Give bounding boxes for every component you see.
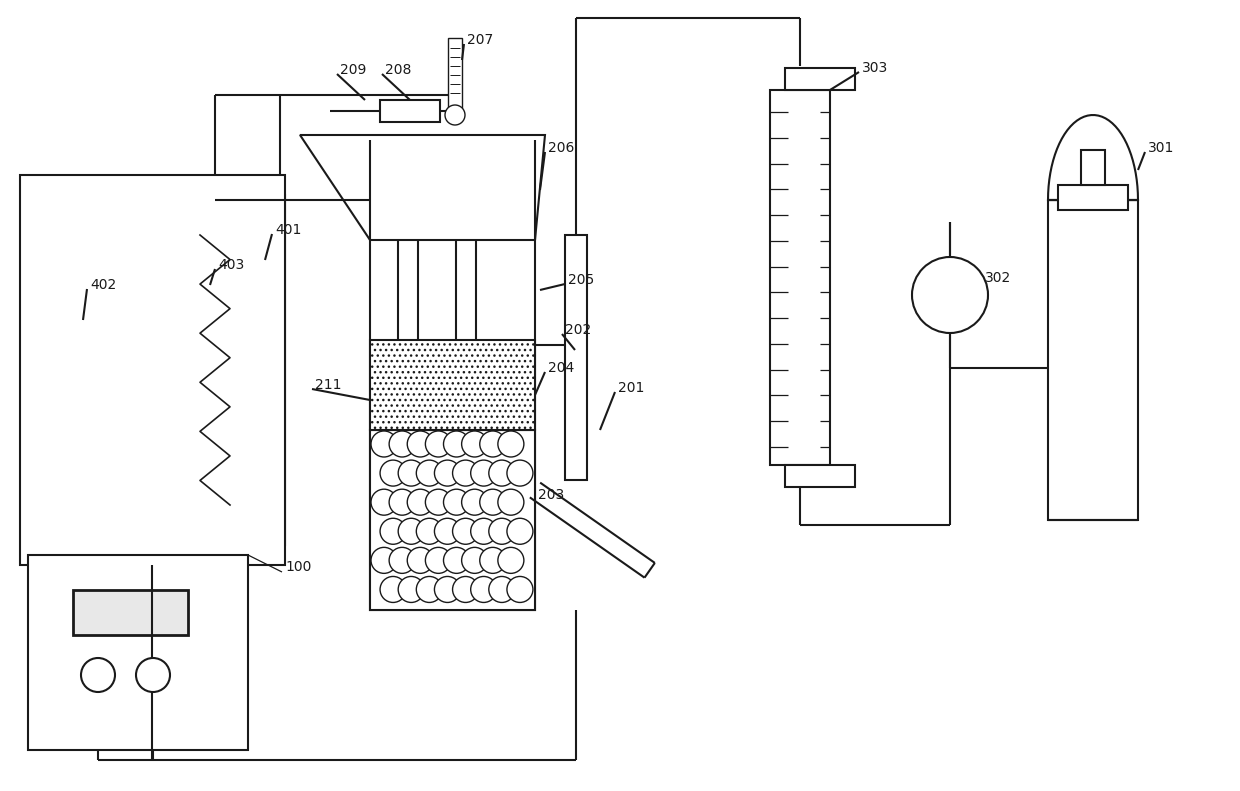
Circle shape (507, 460, 533, 486)
Circle shape (911, 257, 988, 333)
Circle shape (444, 547, 470, 573)
Circle shape (407, 489, 433, 515)
Circle shape (498, 489, 523, 515)
Polygon shape (55, 323, 77, 345)
Bar (1081, 150, 1105, 185)
Circle shape (453, 577, 479, 603)
Text: 209: 209 (340, 63, 366, 77)
Circle shape (381, 460, 405, 486)
Bar (187, 525, 243, 550)
Bar (379, 100, 440, 122)
Circle shape (425, 547, 451, 573)
Text: 301: 301 (1148, 141, 1174, 155)
Circle shape (417, 518, 443, 544)
Bar (565, 235, 587, 480)
Circle shape (507, 577, 533, 603)
Polygon shape (87, 309, 105, 335)
Bar (187, 185, 243, 215)
Polygon shape (74, 297, 99, 317)
Bar (448, 38, 463, 108)
Text: 100: 100 (285, 560, 311, 574)
Circle shape (425, 489, 451, 515)
Text: 203: 203 (538, 488, 564, 502)
Bar (195, 215, 236, 525)
Circle shape (381, 518, 405, 544)
Polygon shape (55, 299, 77, 321)
Text: 401: 401 (275, 223, 301, 237)
Bar (785, 68, 856, 90)
Circle shape (371, 489, 397, 515)
Circle shape (136, 658, 170, 692)
Circle shape (445, 105, 465, 125)
Bar (398, 140, 418, 355)
Circle shape (498, 431, 523, 457)
Bar (29, 555, 248, 750)
Circle shape (480, 547, 506, 573)
Circle shape (434, 460, 460, 486)
Circle shape (389, 547, 415, 573)
Text: 402: 402 (91, 278, 117, 292)
Circle shape (453, 460, 479, 486)
Polygon shape (300, 135, 546, 240)
Bar (1048, 200, 1138, 520)
Circle shape (471, 460, 497, 486)
Circle shape (389, 489, 415, 515)
Bar (770, 90, 830, 465)
Circle shape (398, 460, 424, 486)
Text: 204: 204 (548, 361, 574, 375)
Circle shape (498, 547, 523, 573)
Bar (20, 175, 285, 565)
Circle shape (389, 431, 415, 457)
Text: 202: 202 (565, 323, 591, 337)
Circle shape (81, 658, 115, 692)
Bar (370, 140, 534, 610)
Circle shape (425, 431, 451, 457)
Circle shape (461, 431, 487, 457)
Circle shape (461, 547, 487, 573)
Text: 201: 201 (618, 381, 645, 395)
Circle shape (371, 547, 397, 573)
Circle shape (507, 518, 533, 544)
Circle shape (471, 577, 497, 603)
Text: 206: 206 (548, 141, 574, 155)
Circle shape (407, 547, 433, 573)
Text: 403: 403 (218, 258, 244, 272)
Circle shape (398, 518, 424, 544)
Circle shape (407, 431, 433, 457)
Text: 303: 303 (862, 61, 888, 75)
Bar (73, 590, 188, 635)
Circle shape (480, 489, 506, 515)
Bar (456, 140, 476, 355)
Bar (38, 280, 123, 365)
Bar (370, 430, 534, 610)
Circle shape (434, 577, 460, 603)
Circle shape (398, 577, 424, 603)
Circle shape (489, 577, 515, 603)
Text: 208: 208 (384, 63, 412, 77)
Circle shape (381, 577, 405, 603)
Circle shape (371, 431, 397, 457)
Circle shape (453, 518, 479, 544)
Circle shape (417, 577, 443, 603)
Text: 207: 207 (467, 33, 494, 47)
Circle shape (471, 518, 497, 544)
Circle shape (444, 431, 470, 457)
Bar (370, 340, 534, 430)
Circle shape (480, 431, 506, 457)
Bar (1058, 185, 1128, 210)
Bar (155, 195, 285, 545)
Bar (785, 465, 856, 487)
Circle shape (417, 460, 443, 486)
Circle shape (434, 518, 460, 544)
Circle shape (489, 518, 515, 544)
Circle shape (444, 489, 470, 515)
Circle shape (461, 489, 487, 515)
Text: 205: 205 (568, 273, 594, 287)
Polygon shape (74, 327, 99, 347)
Polygon shape (1048, 115, 1138, 200)
Text: 302: 302 (985, 271, 1012, 285)
Circle shape (489, 460, 515, 486)
Text: 211: 211 (315, 378, 341, 392)
